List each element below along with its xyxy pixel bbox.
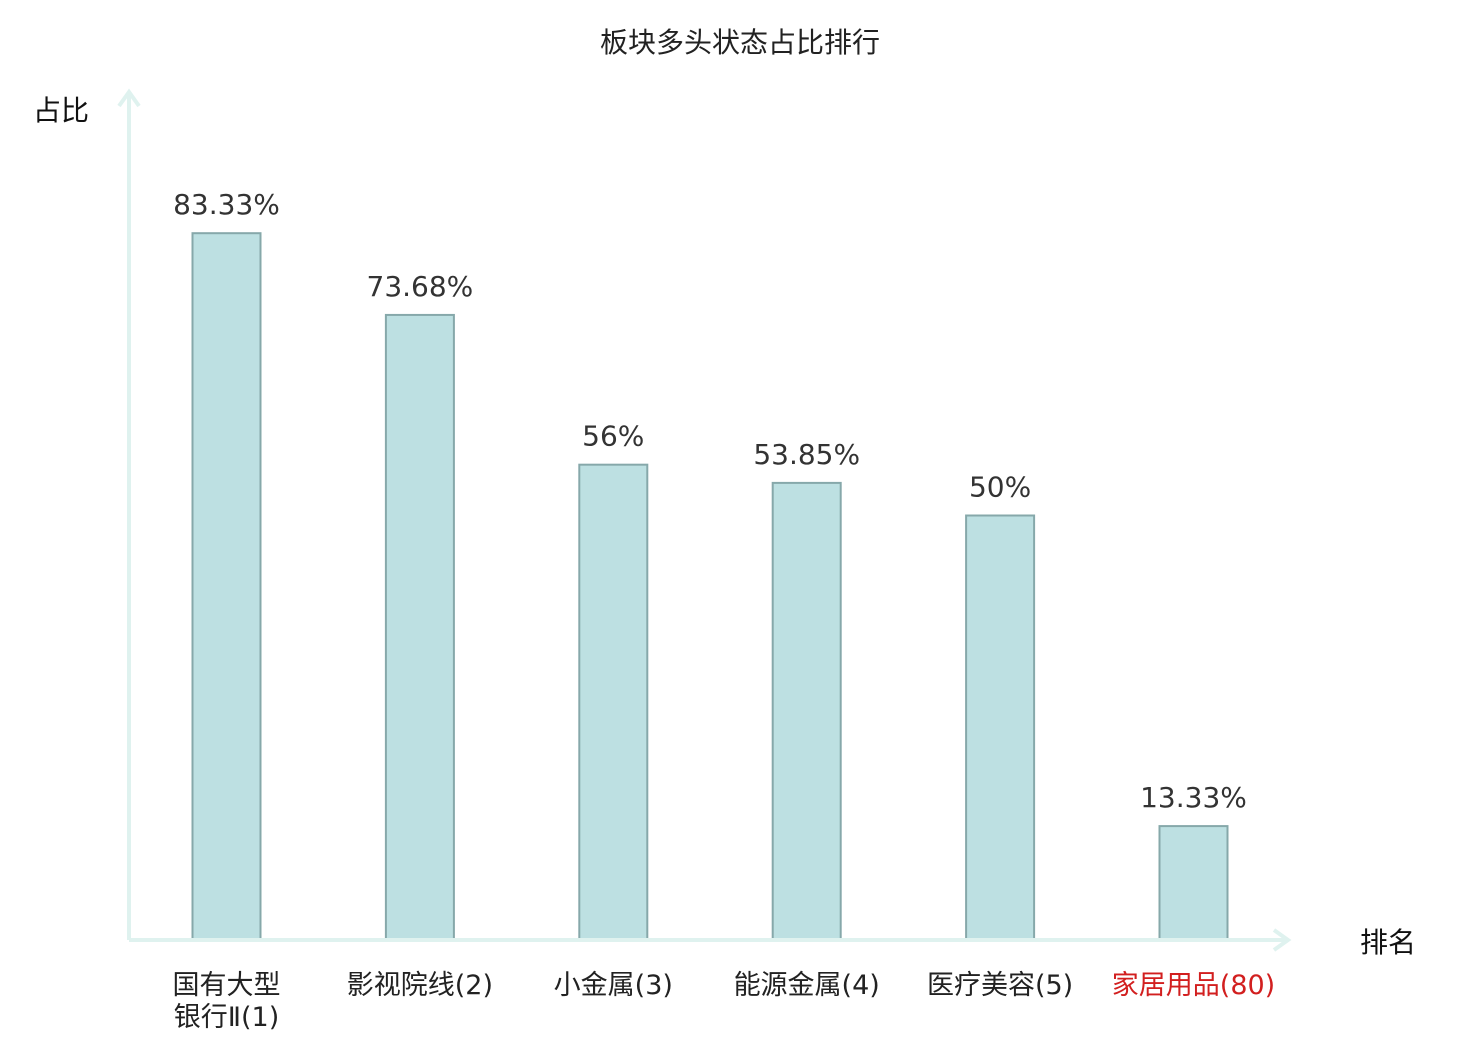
category-label-6: 家居用品(80) <box>1112 970 1275 1001</box>
bars-group <box>191 232 1229 941</box>
chart-title: 板块多头状态占比排行 <box>600 26 880 59</box>
category-label-1-line-1: 国有大型 <box>173 970 281 1001</box>
value-label-3: 56% <box>582 420 644 453</box>
category-label-3: 小金属(3) <box>554 970 673 1001</box>
value-labels-group: 83.33% 73.68% 56% 53.85% 50% 13.33% <box>173 188 1247 814</box>
category-label-4: 能源金属(4) <box>734 970 880 1001</box>
category-label-1-line-2: 银行Ⅱ(1) <box>174 1002 280 1033</box>
x-axis-arrow <box>1272 928 1292 952</box>
bar-4 <box>771 481 842 940</box>
value-label-5: 50% <box>969 471 1031 504</box>
category-label-2: 影视院线(2) <box>347 970 493 1001</box>
axes <box>117 88 1292 952</box>
bar-1 <box>191 232 262 941</box>
bar-5 <box>965 514 1036 940</box>
bar-2 <box>384 313 455 940</box>
value-label-1: 83.33% <box>173 188 280 221</box>
value-label-6: 13.33% <box>1140 781 1247 814</box>
value-label-4: 53.85% <box>753 438 860 471</box>
category-label-5: 医疗美容(5) <box>927 970 1073 1001</box>
value-label-2: 73.68% <box>367 270 474 303</box>
y-axis-label: 占比 <box>33 94 89 127</box>
x-axis-label: 排名 <box>1360 926 1416 959</box>
bar-3 <box>578 463 649 940</box>
bar-6 <box>1158 825 1229 941</box>
